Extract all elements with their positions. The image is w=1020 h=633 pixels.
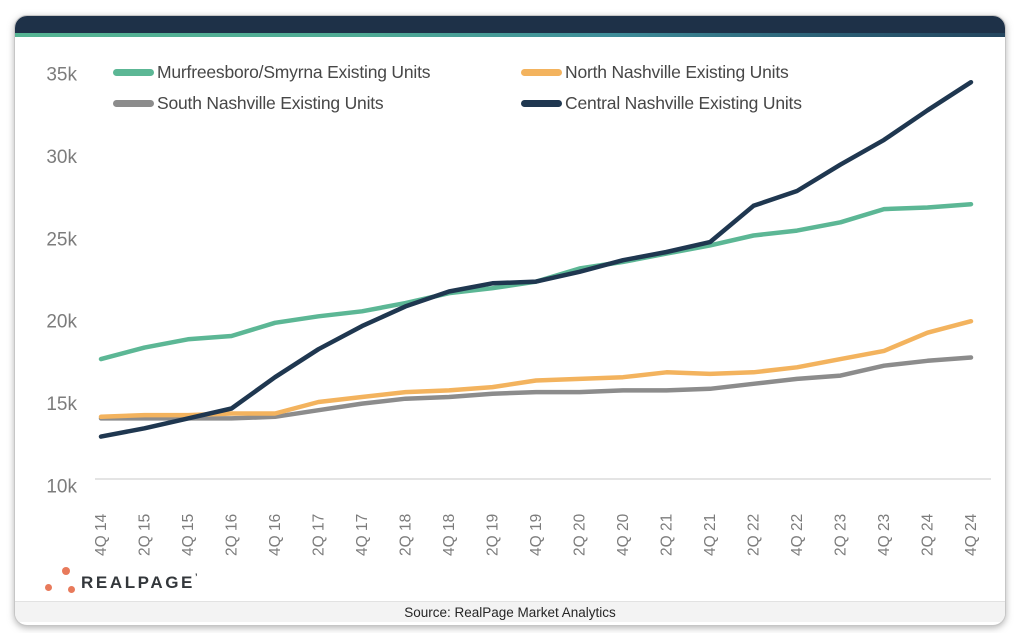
svg-text:4Q 19: 4Q 19 — [528, 514, 545, 556]
svg-text:4Q 23: 4Q 23 — [876, 514, 893, 556]
logo-trademark-mark: ’ — [195, 572, 198, 582]
chart-legend: Murfreesboro/Smyrna Existing Units North… — [113, 61, 913, 114]
legend-label-north-nashville: North Nashville Existing Units — [565, 61, 789, 82]
logo-dot-icon — [45, 584, 52, 591]
svg-text:35k: 35k — [46, 65, 77, 86]
svg-text:2Q 20: 2Q 20 — [572, 513, 589, 556]
svg-text:4Q 15: 4Q 15 — [180, 514, 197, 556]
svg-text:2Q 15: 2Q 15 — [137, 514, 154, 556]
svg-text:4Q 21: 4Q 21 — [702, 514, 719, 556]
logo-dot-icon — [62, 567, 70, 575]
svg-text:2Q 21: 2Q 21 — [659, 514, 676, 556]
svg-text:20k: 20k — [46, 312, 77, 333]
svg-text:4Q 20: 4Q 20 — [615, 513, 632, 556]
legend-item-central-nashville: Central Nashville Existing Units — [521, 92, 913, 114]
svg-text:2Q 19: 2Q 19 — [485, 514, 502, 556]
legend-marker-north-nashville — [521, 68, 562, 76]
svg-text:30k: 30k — [46, 147, 77, 168]
source-strip: Source: RealPage Market Analytics — [15, 601, 1005, 622]
chart-plot-area: 35k 30k 25k 20k 15k 10k 4Q 14 2Q 15 4Q 15 2Q 16 4Q… — [46, 65, 991, 556]
svg-text:10k: 10k — [46, 477, 77, 498]
realpage-logo: REALPAGE’ — [41, 565, 241, 599]
svg-text:2Q 24: 2Q 24 — [920, 513, 937, 556]
legend-marker-south-nashville — [113, 99, 154, 107]
legend-label-south-nashville: South Nashville Existing Units — [157, 92, 384, 113]
svg-text:2Q 22: 2Q 22 — [746, 514, 763, 556]
svg-text:15k: 15k — [46, 394, 77, 415]
svg-text:4Q 22: 4Q 22 — [789, 514, 806, 556]
legend-item-murfreesboro-smyrna: Murfreesboro/Smyrna Existing Units — [113, 61, 521, 83]
svg-text:4Q 14: 4Q 14 — [93, 513, 110, 556]
logo-dot-icon — [68, 586, 75, 593]
legend-label-central-nashville: Central Nashville Existing Units — [565, 92, 802, 113]
svg-text:2Q 23: 2Q 23 — [833, 514, 850, 556]
svg-text:4Q 16: 4Q 16 — [267, 514, 284, 556]
svg-text:4Q 17: 4Q 17 — [354, 514, 371, 556]
svg-text:25k: 25k — [46, 229, 77, 250]
svg-text:2Q 18: 2Q 18 — [398, 514, 415, 556]
svg-text:2Q 16: 2Q 16 — [224, 514, 241, 556]
legend-item-north-nashville: North Nashville Existing Units — [521, 61, 913, 83]
svg-text:2Q 17: 2Q 17 — [311, 514, 328, 556]
legend-marker-murfreesboro-smyrna — [113, 68, 154, 76]
source-text: Source: RealPage Market Analytics — [404, 604, 616, 620]
legend-item-south-nashville: South Nashville Existing Units — [113, 92, 521, 114]
accent-gradient-bar — [15, 33, 1005, 37]
svg-text:4Q 24: 4Q 24 — [963, 513, 980, 556]
chart-card: 35k 30k 25k 20k 15k 10k 4Q 14 2Q 15 4Q 15 2Q 16 4Q… — [14, 15, 1006, 626]
logo-wordmark: REALPAGE’ — [81, 572, 198, 592]
svg-text:4Q 18: 4Q 18 — [441, 514, 458, 556]
legend-label-murfreesboro-smyrna: Murfreesboro/Smyrna Existing Units — [157, 61, 431, 82]
legend-marker-central-nashville — [521, 99, 562, 107]
top-navy-bar — [15, 16, 1005, 33]
